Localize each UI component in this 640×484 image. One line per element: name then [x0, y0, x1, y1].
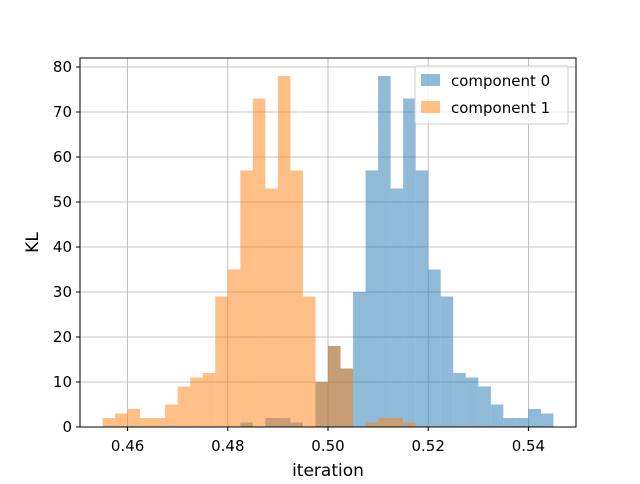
- histogram-bar-component-1: [102, 418, 116, 427]
- legend-swatch-component-1: [421, 101, 440, 113]
- legend-swatch-component-0: [421, 74, 440, 86]
- histogram-bar-component-1: [290, 170, 303, 427]
- y-axis-label: KL: [23, 232, 43, 253]
- y-tick-label: 70: [53, 103, 72, 121]
- histogram-bar-component-1: [152, 418, 166, 427]
- histogram-bar-component-1: [115, 413, 128, 427]
- legend-label-component-0: component 0: [451, 72, 550, 90]
- histogram-bar-component-1: [277, 76, 291, 427]
- histogram-bar-component-0: [515, 418, 529, 427]
- histogram-bar-component-0: [540, 413, 554, 427]
- y-tick-label: 40: [53, 238, 72, 256]
- legend-box: [414, 65, 569, 125]
- legend[interactable]: component 0 component 1: [414, 65, 569, 125]
- x-tick-label: 0.54: [512, 437, 545, 455]
- histogram-bar-component-1: [340, 368, 354, 427]
- x-tick-label: 0.50: [311, 437, 344, 455]
- histogram-bar-component-1: [127, 409, 141, 427]
- histogram-bar-component-0: [390, 188, 404, 427]
- histogram-bar-component-0: [528, 409, 541, 427]
- histogram-bar-component-0: [415, 170, 429, 427]
- histogram-bar-component-1: [190, 377, 203, 427]
- histogram-bar-component-1: [177, 386, 191, 427]
- histogram-bar-component-1: [240, 170, 253, 427]
- ticks-layer: 0.46 0.48 0.50 0.52 0.54 0 10 20 30 40 50 60 70 80: [53, 58, 545, 455]
- y-tick-label: 80: [53, 58, 72, 76]
- histogram-bar-component-1: [315, 382, 328, 427]
- y-tick-label: 10: [53, 373, 72, 391]
- histogram-bar-component-1: [215, 296, 228, 427]
- histogram-bar-component-0: [403, 98, 416, 427]
- y-tick-label: 0: [62, 418, 72, 436]
- histogram-bar-component-1: [202, 373, 216, 427]
- histogram-bar-component-0: [503, 418, 516, 427]
- histogram-bar-component-1: [140, 418, 153, 427]
- histogram-bar-component-1: [378, 418, 391, 427]
- x-tick-label: 0.52: [411, 437, 444, 455]
- histogram-bar-component-0: [465, 377, 479, 427]
- y-tick-label: 30: [53, 283, 72, 301]
- histogram-bar-component-0: [453, 373, 466, 427]
- histogram-bar-component-0: [378, 76, 391, 427]
- histogram-bar-component-0: [428, 269, 441, 427]
- y-tick-label: 60: [53, 148, 72, 166]
- histogram-bar-component-1: [328, 346, 341, 427]
- histogram-bar-component-1: [252, 98, 266, 427]
- legend-label-component-1: component 1: [451, 99, 550, 117]
- histogram-bar-component-1: [365, 422, 379, 427]
- histogram-bar-component-1: [165, 404, 178, 427]
- histogram-bar-component-0: [478, 386, 491, 427]
- histogram-bar-component-1: [265, 188, 278, 427]
- histogram-bar-component-1: [390, 418, 404, 427]
- histogram-bar-component-0: [365, 170, 379, 427]
- histogram-bar-component-0: [490, 404, 504, 427]
- grid-lines: [80, 58, 576, 428]
- histogram-bar-component-1: [227, 269, 241, 427]
- x-tick-label: 0.46: [111, 437, 144, 455]
- x-tick-label: 0.48: [211, 437, 244, 455]
- y-tick-label: 50: [53, 193, 72, 211]
- histogram-bar-component-0: [440, 296, 454, 427]
- histogram-bar-component-0: [353, 292, 366, 427]
- bars-layer: [102, 76, 554, 427]
- x-axis-label: iteration: [292, 461, 364, 480]
- y-tick-label: 20: [53, 328, 72, 346]
- histogram-bar-component-1: [403, 422, 416, 427]
- histogram-bar-component-1: [302, 296, 316, 427]
